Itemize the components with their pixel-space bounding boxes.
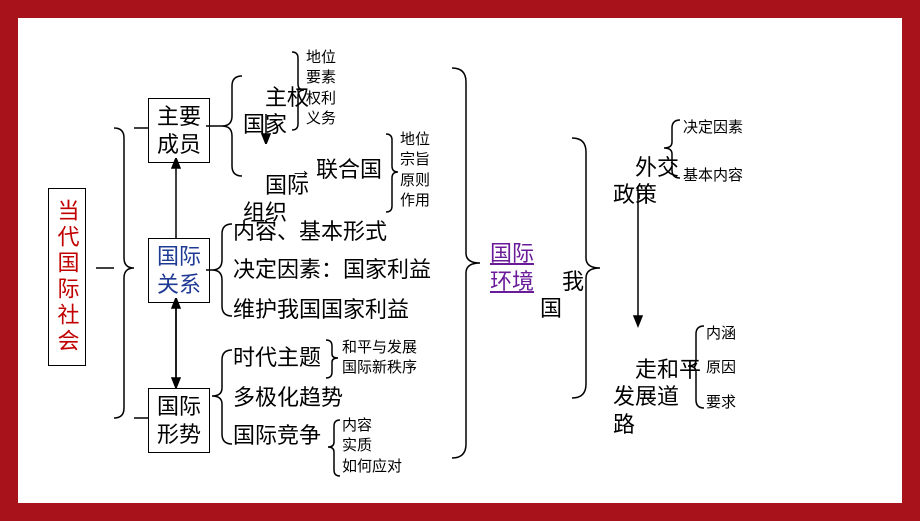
policy-bracket [662, 112, 682, 184]
relations-node: 国际 关系 [148, 238, 210, 303]
un-sub-0: 地位 [400, 130, 430, 150]
rel-bracket [206, 216, 234, 324]
competition-sub: 内容 实质 如何应对 [342, 416, 402, 477]
members-bracket [206, 68, 244, 183]
un-bracket [384, 128, 400, 216]
sovereign-sub: 地位 要素 权利 义务 [306, 48, 336, 129]
peace-sub-2: 要求 [706, 393, 736, 413]
env-l2: 环境 [490, 269, 534, 294]
sov-sub-3: 义务 [306, 109, 336, 129]
comp-sub-0: 内容 [342, 416, 402, 436]
multipolar-label: 多极化趋势 [233, 385, 343, 410]
competition-node: 国际竞争 [233, 422, 321, 450]
rel-l3: 维护我国国家利益 [233, 297, 409, 322]
comp-sub-2: 如何应对 [342, 457, 402, 477]
country-bracket [568, 128, 608, 408]
un-arrow-label: → [290, 156, 312, 184]
root-node: 当代国际社会 [48, 188, 86, 366]
situation-bracket [206, 340, 234, 452]
peace-sub-0: 内涵 [706, 324, 736, 344]
root-label: 当代国际社会 [55, 199, 80, 355]
un-sub: 地位 宗旨 原则 作用 [400, 130, 430, 211]
env-l1: 国际 [490, 241, 534, 266]
situation-node: 国际 形势 [148, 388, 210, 453]
big-close-bracket [448, 58, 488, 468]
rel-l2: 决定因素：国家利益 [233, 257, 431, 282]
canvas: 当代国际社会 主要 成员 国际 关系 国际 形势 主权 国家 地位 要素 权利 [18, 18, 902, 503]
theme-node: 时代主题 [233, 344, 321, 372]
un-label: 联合国 [316, 157, 382, 182]
members-label: 主要 成员 [157, 104, 201, 157]
l1-arrow-up [170, 158, 182, 238]
sov-bracket [290, 46, 306, 134]
rel-line3: 维护我国国家利益 [233, 296, 409, 324]
rel-l1: 内容、基本形式 [233, 219, 387, 244]
policy-sub: 决定因素 基本内容 [683, 118, 743, 187]
root-bracket [96, 98, 151, 448]
un-node: 联合国 [316, 156, 382, 184]
theme-bracket [324, 336, 342, 380]
un-sub-3: 作用 [400, 191, 430, 211]
un-sub-2: 原则 [400, 171, 430, 191]
sov-sub-2: 权利 [306, 89, 336, 109]
un-sub-1: 宗旨 [400, 150, 430, 170]
sov-sub-1: 要素 [306, 68, 336, 88]
members-node: 主要 成员 [148, 98, 210, 163]
env-label2: 环境 [490, 268, 534, 296]
sov-sub-0: 地位 [306, 48, 336, 68]
peace-sub-1: 原因 [706, 358, 736, 378]
un-arrow: → [290, 157, 312, 182]
env-label1: 国际 [490, 240, 534, 268]
peace-sub: 内涵 原因 要求 [706, 324, 736, 413]
comp-bracket [324, 414, 342, 480]
pol-sub-1: 基本内容 [683, 166, 743, 186]
situation-label: 国际 形势 [157, 394, 201, 447]
policy-peace-arrow [632, 186, 644, 328]
peace-bracket [686, 318, 706, 414]
theme-label: 时代主题 [233, 345, 321, 370]
rel-line1: 内容、基本形式 [233, 218, 387, 246]
competition-label: 国际竞争 [233, 423, 321, 448]
l1-arrow-up2 [170, 298, 182, 388]
relations-label: 国际 关系 [157, 244, 201, 297]
rel-line2: 决定因素：国家利益 [233, 256, 431, 284]
sov-org-arrow [260, 114, 272, 144]
pol-sub-0: 决定因素 [683, 118, 743, 138]
comp-sub-1: 实质 [342, 436, 402, 456]
multipolar-node: 多极化趋势 [233, 384, 343, 412]
